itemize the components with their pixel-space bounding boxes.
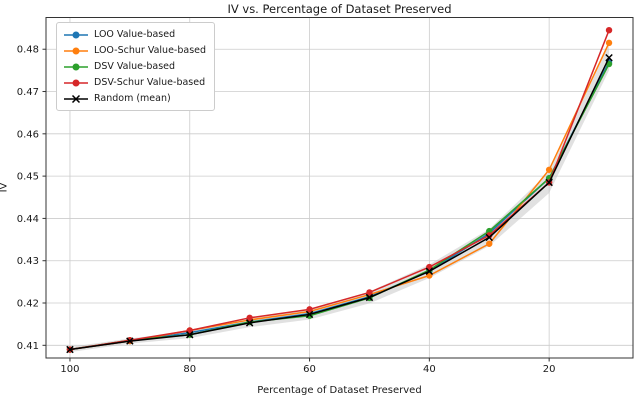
y-tick-label: 0.43 bbox=[17, 256, 39, 267]
x-axis-label: Percentage of Dataset Preserved bbox=[257, 385, 422, 396]
data-point-circle bbox=[605, 26, 613, 34]
legend-entry: LOO Value-based bbox=[63, 27, 206, 42]
data-point-circle bbox=[306, 306, 313, 313]
y-axis-label: IV bbox=[0, 182, 10, 193]
x-tick-label: 60 bbox=[303, 364, 316, 375]
legend-circle-marker bbox=[72, 47, 80, 54]
chart-title: IV vs. Percentage of Dataset Preserved bbox=[227, 2, 452, 16]
x-tick-label: 80 bbox=[183, 364, 196, 375]
legend-label: LOO-Schur Value-based bbox=[94, 45, 207, 56]
data-point-x bbox=[305, 310, 314, 319]
legend-label: DSV-Schur Value-based bbox=[94, 77, 206, 88]
data-point-x bbox=[605, 53, 613, 62]
data-point-circle bbox=[545, 166, 553, 173]
x-tick-label: 40 bbox=[423, 364, 436, 375]
data-point-x bbox=[365, 293, 374, 302]
line-x-marker-icon bbox=[64, 94, 88, 103]
data-point-x bbox=[485, 233, 493, 242]
legend: LOO Value-based LOO-Schur Value-based DS… bbox=[56, 22, 216, 111]
series-line-3 bbox=[69, 29, 610, 351]
line-circle-marker-icon bbox=[64, 31, 88, 38]
line-circle-marker-icon bbox=[64, 79, 88, 86]
y-tick-label: 0.48 bbox=[17, 45, 39, 56]
data-point-circle bbox=[246, 314, 253, 322]
y-tick-label: 0.46 bbox=[17, 129, 39, 140]
axes-spines bbox=[45, 17, 634, 359]
data-point-x bbox=[126, 337, 134, 345]
y-tick-label: 0.44 bbox=[17, 214, 39, 225]
data-point-x bbox=[66, 345, 74, 354]
y-tick-label: 0.41 bbox=[17, 341, 39, 352]
legend-entry: Random (mean) bbox=[63, 91, 206, 106]
data-point-x bbox=[186, 331, 194, 339]
legend-entry: DSV Value-based bbox=[63, 59, 206, 74]
y-tick-label: 0.47 bbox=[17, 87, 39, 98]
data-point-x bbox=[425, 267, 434, 276]
legend-entry: LOO-Schur Value-based bbox=[63, 43, 206, 58]
legend-label: Random (mean) bbox=[94, 93, 171, 104]
y-tick-label: 0.45 bbox=[17, 172, 39, 183]
legend-entry: DSV-Schur Value-based bbox=[63, 75, 206, 90]
line-circle-marker-icon bbox=[64, 63, 88, 70]
y-tick-label: 0.42 bbox=[17, 299, 39, 310]
legend-label: LOO Value-based bbox=[94, 29, 176, 40]
data-point-circle bbox=[605, 39, 613, 47]
x-tick-label: 20 bbox=[543, 364, 556, 375]
series-line-4 bbox=[69, 57, 610, 351]
legend-circle-marker bbox=[72, 63, 80, 70]
legend-circle-marker bbox=[72, 31, 80, 38]
legend-x-marker bbox=[71, 94, 81, 103]
data-point-circle bbox=[486, 240, 493, 247]
x-tick-label: 100 bbox=[60, 364, 79, 375]
data-point-x bbox=[245, 319, 254, 327]
legend-circle-marker bbox=[72, 79, 80, 86]
data-point-circle bbox=[366, 289, 373, 296]
line-circle-marker-icon bbox=[64, 47, 88, 54]
legend-label: DSV Value-based bbox=[94, 61, 176, 72]
data-point-x bbox=[545, 178, 553, 187]
